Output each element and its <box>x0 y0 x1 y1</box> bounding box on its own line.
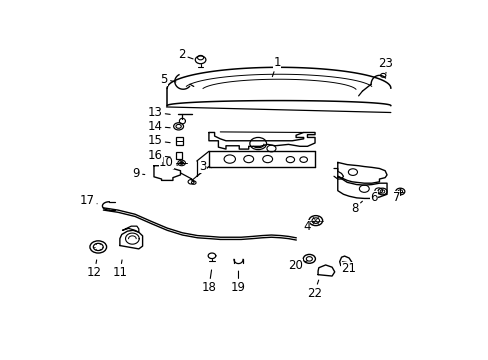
Text: 18: 18 <box>201 270 216 294</box>
Text: 4: 4 <box>303 220 314 233</box>
Text: 12: 12 <box>87 260 102 279</box>
Circle shape <box>180 162 183 164</box>
Text: 5: 5 <box>160 73 176 86</box>
Text: 15: 15 <box>147 134 170 147</box>
Text: 22: 22 <box>306 280 321 300</box>
Text: 9: 9 <box>132 167 144 180</box>
Text: 11: 11 <box>112 260 127 279</box>
Text: 19: 19 <box>230 271 245 294</box>
Text: 17: 17 <box>79 194 97 207</box>
Text: 21: 21 <box>340 262 355 275</box>
Text: 7: 7 <box>392 190 400 203</box>
Text: 3: 3 <box>199 160 211 173</box>
Text: 20: 20 <box>287 259 307 272</box>
Text: 6: 6 <box>369 190 379 203</box>
Text: 13: 13 <box>147 106 170 119</box>
Text: 2: 2 <box>178 48 193 61</box>
Text: 10: 10 <box>159 157 178 170</box>
Text: 14: 14 <box>147 120 170 133</box>
Text: 16: 16 <box>147 149 170 162</box>
Text: 23: 23 <box>377 57 392 73</box>
Text: 1: 1 <box>272 56 280 77</box>
Text: 8: 8 <box>350 201 362 215</box>
